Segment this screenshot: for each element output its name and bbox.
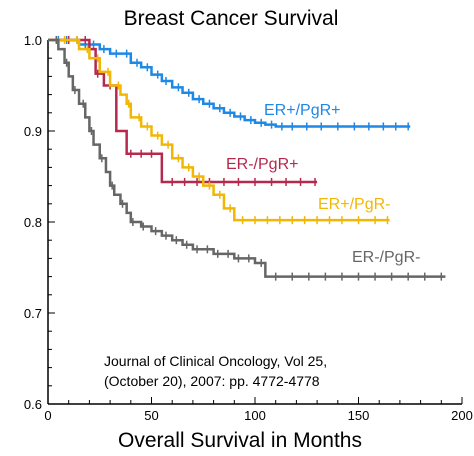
series-erneg-pgrneg: ER-/PgR-: [48, 36, 446, 281]
series-label: ER-/PgR+: [226, 156, 298, 173]
citation-line-2: (October 20), 2007: pp. 4772-4778: [104, 373, 320, 389]
series-line: [48, 38, 390, 222]
series-label: ER+/PgR+: [264, 102, 340, 119]
series-label: ER-/PgR-: [352, 249, 420, 266]
x-tick-label: 100: [244, 408, 266, 423]
series-line: [48, 38, 318, 184]
x-axis-label: Overall Survival in Months: [118, 429, 362, 452]
citation-line-1: Journal of Clinical Oncology, Vol 25,: [104, 353, 327, 369]
y-tick-label: 0.9: [24, 124, 42, 139]
series-label: ER+/PgR-: [318, 196, 390, 213]
y-tick-label: 0.7: [24, 306, 42, 321]
chart-title: Breast Cancer Survival: [124, 7, 339, 30]
y-tick-label: 0.6: [24, 397, 42, 412]
series-group: ER+/PgR+ ER-/PgR+ ER+/PgR- ER-/PgR-: [48, 36, 446, 281]
x-tick-label: 150: [348, 408, 370, 423]
series-line: [48, 38, 446, 278]
x-tick-label: 50: [144, 408, 158, 423]
series-erpos-pgrpos: ER+/PgR+: [48, 36, 411, 131]
axes: 0 50 100 150 200 0.6 0.7 0.8 0.9 1.0: [24, 33, 473, 423]
y-tick-label: 0.8: [24, 215, 42, 230]
series-line: [48, 38, 411, 128]
y-tick-label: 1.0: [24, 33, 42, 48]
x-tick-label: 0: [44, 408, 51, 423]
x-tick-label: 200: [451, 408, 473, 423]
series-erpos-pgrneg: ER+/PgR-: [48, 36, 390, 225]
